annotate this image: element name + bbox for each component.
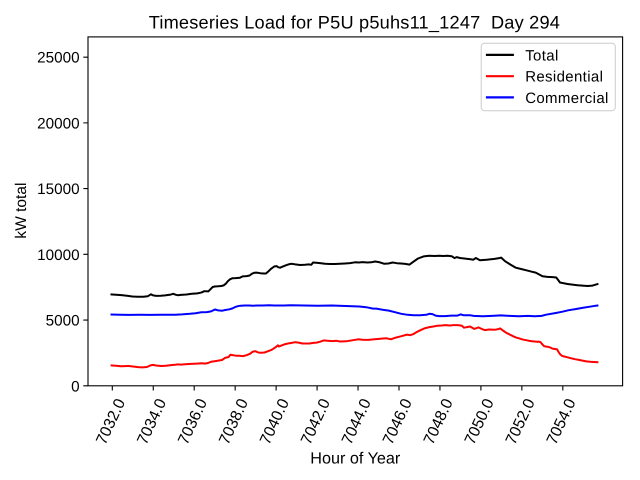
svg-text:Residential: Residential xyxy=(525,69,603,86)
svg-text:Hour of Year: Hour of Year xyxy=(310,450,401,468)
svg-text:25000: 25000 xyxy=(37,50,79,67)
svg-text:10000: 10000 xyxy=(37,247,79,264)
svg-text:Total: Total xyxy=(525,47,558,64)
svg-text:0: 0 xyxy=(71,378,79,395)
svg-text:20000: 20000 xyxy=(37,115,79,132)
svg-text:Commercial: Commercial xyxy=(525,90,609,107)
svg-text:kW total: kW total xyxy=(13,183,30,239)
svg-text:15000: 15000 xyxy=(37,181,79,198)
svg-text:5000: 5000 xyxy=(46,313,80,330)
svg-text:Timeseries Load for P5U p5uhs1: Timeseries Load for P5U p5uhs11_1247 Day… xyxy=(149,13,560,33)
